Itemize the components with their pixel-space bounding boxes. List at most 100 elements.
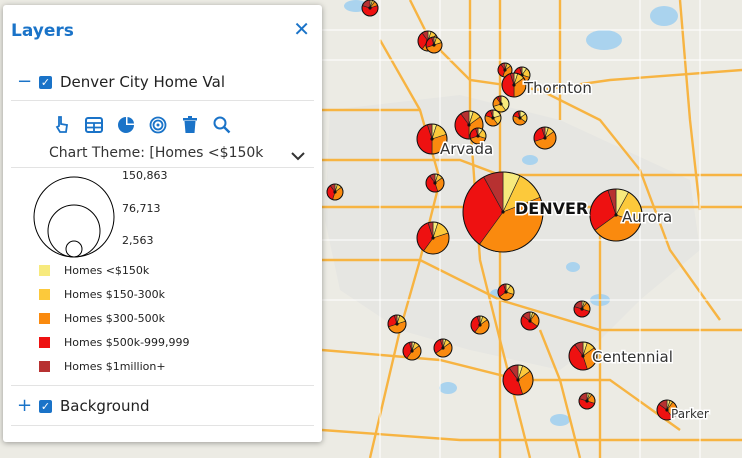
legend-item: Homes $500k-999,999: [39, 336, 190, 349]
pie-symbol[interactable]: [492, 95, 510, 113]
legend-swatch: [39, 361, 50, 372]
legend-item: Homes $300-500k: [39, 312, 165, 325]
pie-outline: [578, 392, 596, 410]
pie-symbol[interactable]: [387, 314, 407, 334]
table-icon[interactable]: [82, 115, 106, 135]
pie-center-dot: [503, 68, 507, 72]
divider: [11, 385, 314, 386]
pie-outline: [520, 311, 540, 331]
target-icon[interactable]: [146, 115, 170, 135]
pie-symbol[interactable]: [326, 183, 344, 201]
pie-symbol[interactable]: [484, 109, 502, 127]
pie-center-dot: [518, 116, 522, 120]
lake: [439, 382, 457, 394]
pie-center-dot: [516, 378, 520, 382]
pie-symbol[interactable]: [573, 300, 591, 318]
pie-outline: [416, 123, 448, 155]
legend-item: Homes $1million+: [39, 360, 166, 373]
pointer-icon[interactable]: [50, 115, 74, 135]
pie-symbol[interactable]: [433, 338, 453, 358]
place-label-aurora: Aurora: [622, 208, 672, 226]
place-label-centennial: Centennial: [592, 348, 673, 366]
pie-symbol[interactable]: [497, 283, 515, 301]
divider: [11, 425, 314, 426]
pie-symbol[interactable]: [533, 126, 557, 150]
place-label-arvada: Arvada: [440, 140, 493, 158]
divider: [11, 167, 314, 168]
chevron-down-icon[interactable]: [291, 146, 305, 165]
layers-panel: Layers ✕ − ✓ Denver City Home Val Chart …: [3, 5, 322, 442]
pie-center-dot: [499, 102, 503, 106]
pie-outline: [501, 72, 527, 98]
pie-center-dot: [333, 190, 337, 194]
pie-outline: [573, 300, 591, 318]
expand-icon[interactable]: +: [17, 395, 33, 416]
pie-symbol[interactable]: [578, 392, 596, 410]
pie-center-dot: [491, 116, 495, 120]
legend-label: Homes $1million+: [64, 360, 166, 373]
pie-symbol[interactable]: [402, 341, 422, 361]
pie-outline: [484, 109, 502, 127]
layer-toolbar: [50, 115, 242, 135]
pie-center-dot: [410, 349, 414, 353]
pie-symbol[interactable]: [416, 221, 450, 255]
pie-center-dot: [467, 123, 471, 127]
pie-center-dot: [432, 43, 436, 47]
pie-center-dot: [501, 210, 505, 214]
pie-center-dot: [433, 181, 437, 185]
layer-checkbox-denver[interactable]: ✓: [39, 75, 52, 89]
lake: [586, 30, 622, 50]
pie-center-dot: [580, 307, 584, 311]
pie-center-dot: [395, 322, 399, 326]
lake: [650, 6, 678, 26]
chart-theme-select[interactable]: Chart Theme: [Homes <$150k] ...: [49, 145, 264, 161]
lake: [522, 155, 538, 165]
pie-outline: [402, 341, 422, 361]
legend-swatch: [39, 337, 50, 348]
pie-center-dot: [478, 323, 482, 327]
pie-symbol[interactable]: [361, 0, 379, 17]
lake: [566, 262, 580, 272]
pie-symbol[interactable]: [589, 188, 643, 242]
pie-outline: [533, 126, 557, 150]
pie-symbol[interactable]: [502, 364, 534, 396]
pie-outline: [656, 399, 678, 421]
panel-title: Layers: [11, 21, 74, 41]
pie-symbol[interactable]: [470, 315, 490, 335]
pie-center-dot: [441, 346, 445, 350]
pie-symbol[interactable]: [425, 173, 445, 193]
trash-icon[interactable]: [178, 115, 202, 135]
pie-symbol[interactable]: [416, 123, 448, 155]
collapse-icon[interactable]: −: [17, 71, 33, 92]
pie-outline: [433, 338, 453, 358]
pie-chart-icon[interactable]: [114, 115, 138, 135]
pie-symbol[interactable]: [512, 110, 528, 126]
pie-center-dot: [512, 83, 516, 87]
pie-center-dot: [476, 134, 480, 138]
pie-center-dot: [368, 6, 372, 10]
pie-symbol[interactable]: [568, 341, 598, 371]
pie-symbol[interactable]: [656, 399, 678, 421]
pie-outline: [512, 110, 528, 126]
pie-outline: [469, 127, 487, 145]
layer-checkbox-background[interactable]: ✓: [39, 399, 52, 413]
pie-outline: [492, 95, 510, 113]
place-label-thornton: Thornton: [523, 79, 592, 97]
size-legend-circles: [33, 176, 115, 258]
pie-symbol[interactable]: [469, 127, 487, 145]
pie-outline: [425, 36, 443, 54]
layer-row-background[interactable]: + ✓ Background: [17, 395, 150, 416]
size-legend-min: 2,563: [122, 234, 154, 247]
pie-center-dot: [430, 137, 434, 141]
pie-symbol[interactable]: [501, 72, 527, 98]
pie-outline: [470, 315, 490, 335]
close-icon[interactable]: ✕: [293, 17, 310, 41]
pie-outline: [589, 188, 643, 242]
pie-symbol[interactable]: [462, 171, 544, 253]
search-icon[interactable]: [210, 115, 234, 135]
layer-row-denver[interactable]: − ✓ Denver City Home Val: [17, 71, 226, 92]
layer-name: Denver City Home Val: [60, 73, 226, 91]
pie-symbol[interactable]: [520, 311, 540, 331]
pie-symbol[interactable]: [425, 36, 443, 54]
legend-swatch: [39, 313, 50, 324]
